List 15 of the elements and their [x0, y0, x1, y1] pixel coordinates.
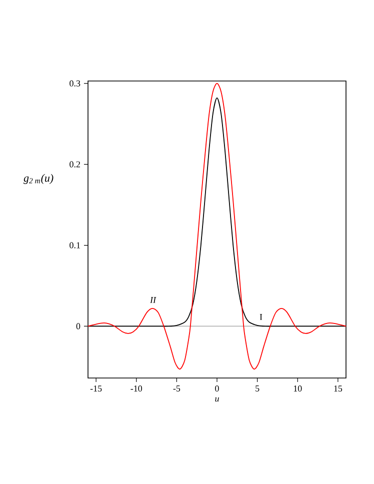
y-tick-label: 0 — [76, 323, 80, 330]
annotation: I — [260, 314, 262, 320]
x-tick-label: -5 — [173, 386, 180, 392]
x-tick-label: -15 — [90, 386, 102, 392]
x-tick-label: 10 — [294, 386, 302, 392]
y-tick-label: 0.3 — [70, 80, 80, 86]
y-axis-title: g$_{2 m}$(u) — [24, 174, 54, 184]
x-tick-label: -10 — [130, 386, 142, 392]
y-tick-label: 0.1 — [70, 242, 80, 248]
x-tick-label: 15 — [334, 386, 342, 392]
x-tick-label: 5 — [256, 386, 260, 392]
annotation: II — [150, 297, 156, 303]
x-axis-title: u — [215, 397, 219, 402]
y-tick-label: 0.2 — [70, 161, 80, 168]
x-tick-label: 0 — [215, 386, 219, 392]
